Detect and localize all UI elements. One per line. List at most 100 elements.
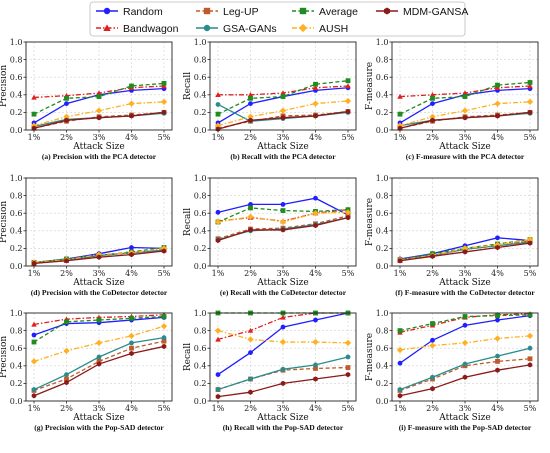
series	[397, 362, 533, 399]
data-point	[31, 260, 37, 266]
data-point	[495, 317, 500, 323]
data-point	[313, 366, 318, 371]
data-point	[313, 113, 318, 119]
data-point	[64, 319, 69, 325]
x-axis-label: Attack Size	[256, 413, 308, 423]
data-point	[96, 254, 102, 260]
y-tick-label: 1.0	[194, 174, 207, 183]
data-point	[527, 356, 533, 362]
data-point	[215, 387, 221, 392]
data-point	[430, 337, 435, 343]
y-tick-label: 0.4	[376, 91, 389, 100]
data-point	[495, 244, 500, 251]
x-tick-label: 3%	[93, 133, 106, 142]
data-point	[31, 321, 37, 327]
y-tick-label: 0.6	[10, 209, 23, 218]
panel-caption: (e) Recall with the CoDetector detector	[220, 288, 347, 297]
data-point	[494, 100, 501, 107]
y-axis-label: Recall	[183, 72, 193, 100]
series-line	[33, 340, 165, 392]
data-point	[313, 317, 318, 323]
data-point	[312, 338, 319, 346]
series	[397, 312, 533, 333]
x-tick-label: 1%	[394, 133, 407, 142]
data-point	[495, 359, 500, 364]
y-tick-label: 1.0	[376, 174, 389, 183]
data-point	[161, 248, 167, 254]
data-point	[280, 208, 286, 213]
data-point	[31, 387, 37, 392]
y-tick-label: 0.2	[10, 379, 23, 388]
legend-item: Average	[292, 6, 358, 18]
data-point	[345, 365, 351, 370]
data-point	[462, 361, 468, 367]
panel-caption: (d) Precision with the CoDetector detect…	[31, 288, 168, 297]
x-tick-label: 2%	[60, 269, 73, 278]
x-tick-label: 2%	[244, 269, 257, 278]
data-point	[247, 327, 254, 333]
data-point	[96, 94, 102, 99]
data-point	[345, 214, 351, 221]
x-tick-label: 3%	[459, 133, 472, 142]
data-point	[430, 95, 435, 101]
data-point	[462, 314, 468, 319]
data-point	[64, 372, 69, 377]
data-point	[96, 354, 102, 360]
data-point	[279, 218, 287, 226]
data-point	[129, 345, 134, 351]
data-point	[312, 85, 319, 90]
data-point	[248, 350, 253, 355]
x-tick-label: 5%	[342, 133, 355, 142]
y-tick-label: 0.8	[10, 55, 23, 64]
data-point	[215, 393, 221, 400]
data-point	[31, 94, 37, 100]
y-axis-label: F-measure	[365, 198, 375, 246]
y-axis-label: Recall	[183, 343, 193, 371]
data-point	[248, 117, 253, 123]
y-tick-label: 0.0	[194, 126, 207, 135]
data-point	[64, 258, 69, 264]
data-point	[312, 100, 319, 107]
data-point	[248, 95, 253, 101]
panel: 0.0 0.2 0.4 0.6 0.8 1.0 1% 2% 3% 4% 5% Attack Size R…	[183, 309, 357, 432]
data-point	[96, 90, 102, 96]
data-point	[279, 338, 287, 346]
x-tick-label: 4%	[309, 404, 322, 413]
data-point	[160, 98, 168, 105]
x-tick-label: 1%	[212, 133, 225, 142]
data-point	[526, 98, 534, 105]
series	[31, 335, 167, 392]
data-point	[63, 113, 70, 120]
x-tick-label: 4%	[125, 133, 138, 142]
data-point	[461, 245, 469, 252]
x-tick-label: 3%	[459, 404, 472, 413]
data-point	[280, 314, 286, 320]
panel: 0.0 0.2 0.4 0.6 0.8 1.0 1% 2% 3% 4% 5% Attack Size P…	[0, 38, 173, 161]
y-tick-label: 0.8	[194, 55, 207, 64]
data-point	[397, 393, 403, 399]
y-tick-label: 0.6	[376, 209, 389, 218]
data-point	[30, 358, 38, 365]
data-point	[96, 361, 102, 367]
series	[397, 83, 533, 99]
y-tick-label: 1.0	[10, 309, 23, 318]
legend-item: Leg-UP	[196, 6, 259, 18]
data-point	[248, 389, 253, 395]
panels: 0.0 0.2 0.4 0.6 0.8 1.0 1% 2% 3% 4% 5% Attack Size P…	[0, 38, 539, 432]
data-point	[527, 240, 533, 246]
y-tick-label: 0.0	[376, 397, 389, 406]
x-tick-label: 3%	[459, 269, 472, 278]
legend-frame	[89, 1, 466, 37]
data-point	[64, 101, 69, 106]
series	[31, 343, 167, 399]
x-tick-label: 2%	[426, 133, 439, 142]
y-tick-label: 0.4	[10, 362, 23, 371]
x-axis-label: Attack Size	[72, 413, 124, 423]
data-point	[31, 332, 37, 338]
x-tick-label: 5%	[524, 133, 537, 142]
legend-marker	[299, 7, 307, 15]
x-tick-label: 4%	[309, 133, 322, 142]
data-point	[461, 107, 469, 114]
legend-label: Bandwagon	[123, 23, 179, 35]
x-tick-label: 4%	[309, 269, 322, 278]
